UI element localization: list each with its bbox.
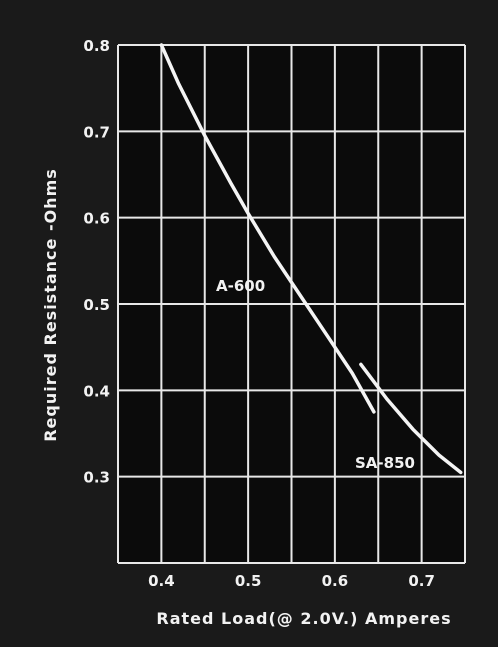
x-tick-label: 0.6 [322,572,349,590]
y-tick-label: 0.8 [83,37,110,55]
series-line-a-600 [159,43,376,414]
tick-labels: 0.4 0.5 0.6 0.7 0.8 0.7 0.6 0.5 0.4 0.3 [83,37,434,590]
grid [117,44,466,564]
y-tick-label: 0.7 [83,123,110,141]
x-tick-label: 0.4 [148,572,175,590]
x-tick-label: 0.5 [235,572,262,590]
y-axis-title: Required Resistance -Ohms [41,168,60,442]
series-line-sa-850 [359,362,463,475]
y-tick-label: 0.6 [83,210,110,228]
annotation-a-600: A-600 [216,277,265,295]
series-layer [159,43,463,475]
y-tick-label: 0.4 [83,382,110,400]
y-tick-label: 0.5 [83,296,110,314]
x-axis-title: Rated Load(@ 2.0V.) Amperes [156,609,451,628]
annotation-sa-850: SA-850 [355,454,415,472]
x-tick-label: 0.7 [408,572,435,590]
y-tick-label: 0.3 [83,469,110,487]
